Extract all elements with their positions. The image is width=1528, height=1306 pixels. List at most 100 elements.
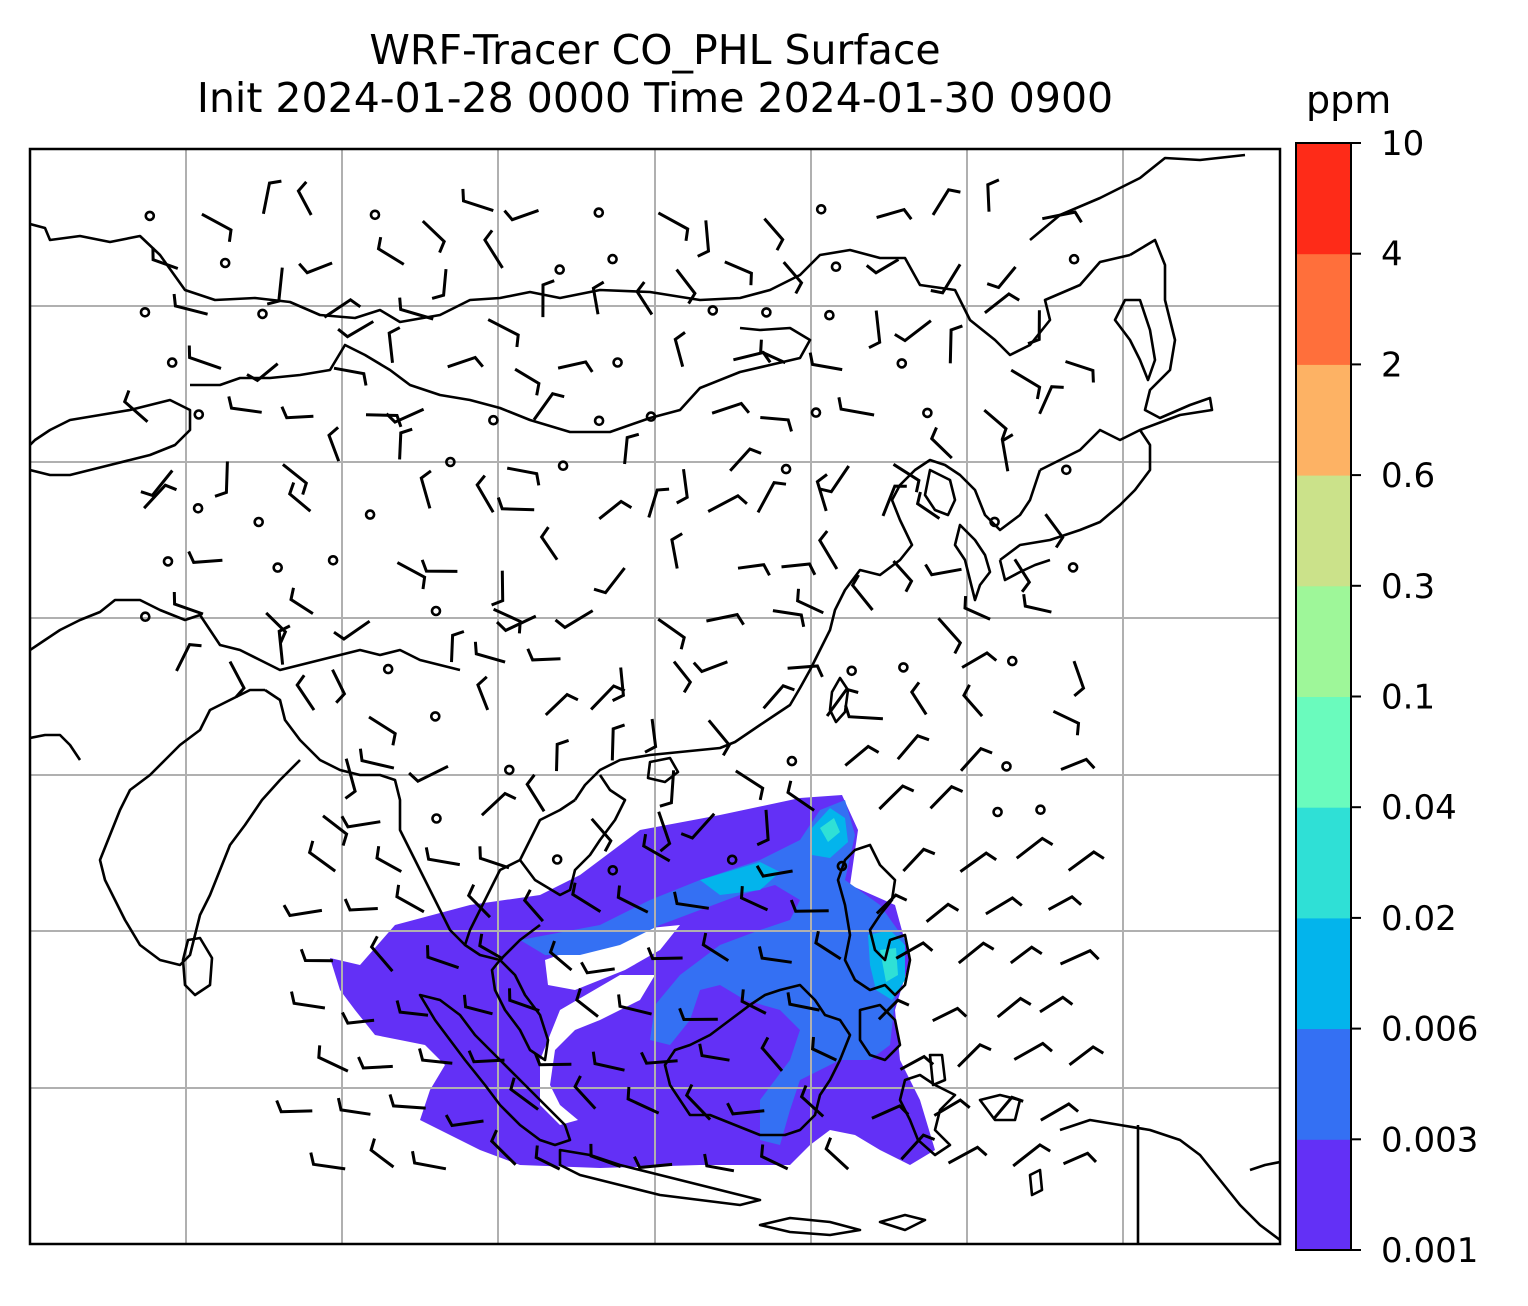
wind-barb [996,996,1032,1019]
wind-barb [376,236,405,266]
calm-wind-marker [1068,253,1080,265]
wind-barb [368,715,397,746]
colorbar-segment [1296,585,1351,697]
calm-wind-marker [1035,804,1046,816]
wind-barb [1062,1151,1098,1166]
wind-barb [1010,368,1042,400]
wind-barb [571,882,602,913]
wind-barb [398,297,434,321]
wind-barb [261,179,282,215]
wind-barb [478,933,504,961]
calm-wind-marker [503,764,515,776]
calm-wind-marker [607,253,618,265]
calm-wind-marker [593,415,605,427]
wind-barb [557,360,594,373]
wind-barb [739,885,769,912]
colorbar-segment [1296,807,1351,919]
wind-barb [896,734,930,761]
colorbar-tick-label: 4 [1381,235,1403,275]
calm-wind-marker [846,665,858,677]
wind-barb [509,1077,539,1111]
map-gridlines [30,149,1280,1244]
wind-barb [734,769,765,801]
colorbar-segment [1296,917,1351,1030]
calm-wind-marker [989,516,1000,528]
calm-wind-marker [896,358,908,369]
wind-barb [396,561,427,590]
wind-barb [201,212,233,242]
calm-wind-marker [166,357,178,368]
wind-barb [487,318,520,348]
wind-barb [644,718,658,754]
wind-barb [1059,948,1100,966]
wind-barb [475,474,495,514]
wind-barb [1042,210,1083,224]
map-title: WRF-Tracer CO_PHL Surface Init 2024-01-2… [30,26,1280,122]
wind-barb [756,809,770,847]
wind-barb [678,1007,718,1022]
wind-barb [526,648,561,662]
colorbar-tick-label: 10 [1381,124,1424,164]
wind-barb [289,587,314,615]
wind-barb [892,559,914,593]
wind-barb [541,279,555,318]
wind-barb [1040,1102,1080,1122]
wind-barb [554,609,594,630]
wind-barb [580,961,615,975]
wind-barb [760,1144,789,1171]
calm-wind-marker [824,309,835,321]
calm-wind-marker [1006,655,1018,667]
wind-barb [369,1138,395,1169]
wind-barb [760,416,793,432]
wind-barb [929,426,953,460]
wind-barb [697,220,711,258]
wind-barb [844,744,880,767]
wind-barb [799,1084,825,1118]
colorbar-segment [1296,696,1351,808]
wind-barb [983,408,1008,441]
wind-barb [336,1097,371,1116]
calm-wind-marker [836,860,848,872]
calm-wind-marker [488,414,499,426]
wind-barb [772,609,806,628]
wind-barb [1027,310,1041,346]
wind-barb [657,617,686,650]
wind-barb [692,660,728,674]
wind-barb [825,687,859,717]
wind-barb [418,1048,453,1065]
wind-barb [617,994,652,1016]
wind-barb [673,891,710,910]
wind-barb [1012,1143,1051,1168]
wind-barb [357,1056,393,1070]
calm-wind-marker [382,663,394,675]
wind-barb [333,619,371,641]
wind-barb [343,898,378,912]
wind-barb [844,704,883,721]
wind-barb [424,847,461,867]
colorbar-unit: ppm [1306,78,1392,122]
colorbar-tick-label: 0.3 [1381,567,1435,607]
wind-barb [214,461,229,498]
calm-wind-marker [1001,761,1012,772]
wind-barb [782,261,804,295]
wind-barb [675,268,697,305]
wind-barb [462,994,493,1016]
wind-barb [962,684,984,718]
wind-barb [796,588,824,615]
wind-barb [837,397,875,417]
colorbar-segment [1296,364,1351,476]
wind-barb [280,406,314,420]
wind-barb [344,758,357,800]
plume-level-0.02 [820,818,840,842]
wind-barb [670,532,683,569]
wind-barb [419,469,432,509]
wind-barb [514,367,541,396]
wind-barb [140,469,174,498]
calm-wind-marker [607,864,619,876]
colorbar-tick-label: 0.1 [1381,678,1435,718]
calm-wind-marker [162,556,174,567]
wind-barb [684,1083,712,1121]
wind-barb [763,217,785,251]
wind-barb [534,1145,561,1171]
wind-barb [623,432,640,465]
